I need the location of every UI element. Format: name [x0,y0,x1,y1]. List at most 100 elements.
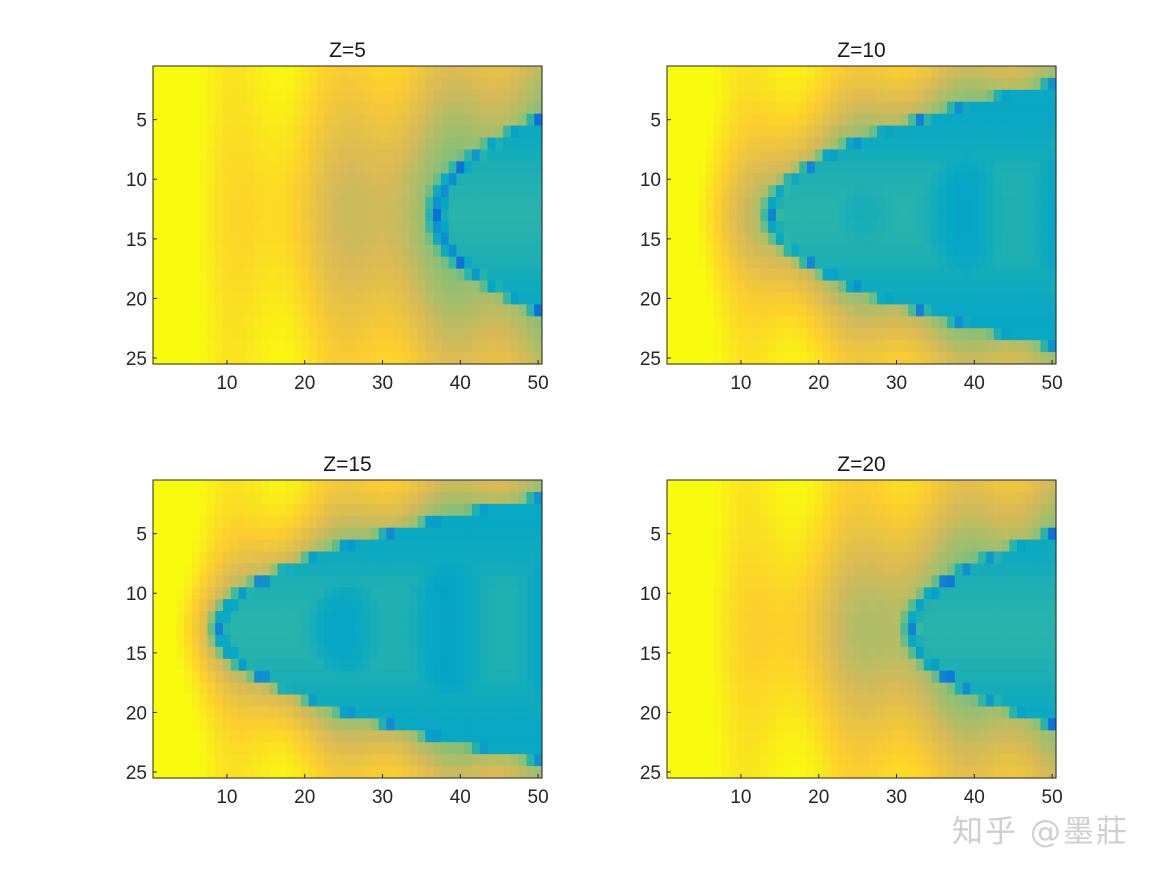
heatmap-cell [985,268,995,282]
heatmap-cell [347,694,356,708]
heatmap-cell [690,316,699,329]
heatmap-cell [355,77,364,91]
heatmap-cell [682,113,691,127]
heatmap-cell [331,77,341,91]
heatmap-cell [386,634,395,648]
heatmap-cell [464,352,473,365]
heatmap-cell [184,718,193,731]
heatmap-cell [160,480,170,493]
heatmap-cell [674,304,684,317]
heatmap-cell [884,503,894,517]
heatmap-cell [737,149,746,162]
heatmap-cell [534,539,543,553]
heatmap-cell [1024,742,1034,755]
heatmap-cell [370,185,380,198]
heatmap-cell [378,244,387,258]
heatmap-cell [775,66,785,79]
heatmap-cell [456,575,465,588]
heatmap-cell [853,694,863,708]
heatmap-cell [830,742,839,755]
heatmap-cell [526,89,535,103]
heatmap-cell [1001,670,1010,684]
heatmap-cell [347,149,356,162]
heatmap-cell [737,575,746,588]
heatmap-cell [1001,742,1010,755]
heatmap-cell [892,611,901,624]
heatmap-cell [830,551,839,565]
subplot-title: Z=20 [837,453,885,476]
heatmap-cell [690,658,699,672]
heatmap-cell [487,197,496,210]
heatmap-cell [199,66,209,79]
heatmap-cell [1040,670,1049,684]
heatmap-cell [207,197,216,210]
heatmap-cell [215,77,224,91]
heatmap-cell [230,149,240,162]
heatmap-cell [324,268,333,282]
heatmap-cell [1009,268,1018,282]
heatmap-cell [238,503,247,517]
heatmap-cell [168,77,177,91]
heatmap-cell [682,515,691,529]
heatmap-cell [510,563,520,576]
heatmap-cell [970,185,979,198]
heatmap-cell [487,515,496,529]
heatmap-cell [355,682,364,696]
heatmap-cell [355,754,364,767]
heatmap-cell [168,491,177,505]
heatmap-cell [261,161,271,174]
heatmap-cell [908,161,917,174]
heatmap-cell [1017,328,1026,341]
heatmap-cell [456,244,465,258]
heatmap-cell [363,480,372,493]
heatmap-cell [153,718,162,731]
heatmap-cell [300,173,310,186]
heatmap-cell [526,623,535,636]
heatmap-cell [690,292,699,305]
heatmap-cell [838,634,847,648]
heatmap-cell [799,587,808,600]
heatmap-cell [518,185,528,198]
heatmap-cell [526,101,535,115]
heatmap-cell [293,480,302,493]
heatmap-cell [690,575,699,588]
heatmap-cell [184,623,193,636]
heatmap-cell [838,113,847,127]
heatmap-cell [760,670,769,684]
heatmap-cell [153,694,162,708]
heatmap-cell [993,232,1003,246]
heatmap-cell [783,658,793,672]
heatmap-cell [510,125,520,139]
heatmap-cell [768,268,777,282]
heatmap-cell [923,503,933,517]
heatmap-cell [316,340,325,353]
heatmap-cell [667,209,676,222]
heatmap-cell [970,232,979,246]
heatmap-cell [440,563,450,576]
heatmap-cell [510,670,520,684]
heatmap-cell [1001,491,1010,505]
heatmap-cell [223,137,232,151]
heatmap-cell [729,137,738,151]
heatmap-cell [526,220,535,234]
heatmap-cell [199,634,209,648]
heatmap-cell [293,232,302,246]
heatmap-cell [153,77,162,91]
heatmap-cell [954,304,964,317]
heatmap-cell [713,161,723,174]
heatmap-cell [923,280,933,294]
heatmap-cell [799,682,808,696]
heatmap-cell [246,101,255,115]
heatmap-cell [378,694,387,708]
heatmap-cell [355,66,364,79]
heatmap-cell [254,209,263,222]
heatmap-cell [347,599,356,612]
heatmap-cell [300,220,310,234]
heatmap-cell [892,694,901,708]
heatmap-cell [277,491,286,505]
heatmap-cell [440,682,450,696]
heatmap-cell [300,161,310,174]
heatmap-cell [386,268,395,282]
heatmap-cell [760,66,769,79]
heatmap-cell [440,623,450,636]
